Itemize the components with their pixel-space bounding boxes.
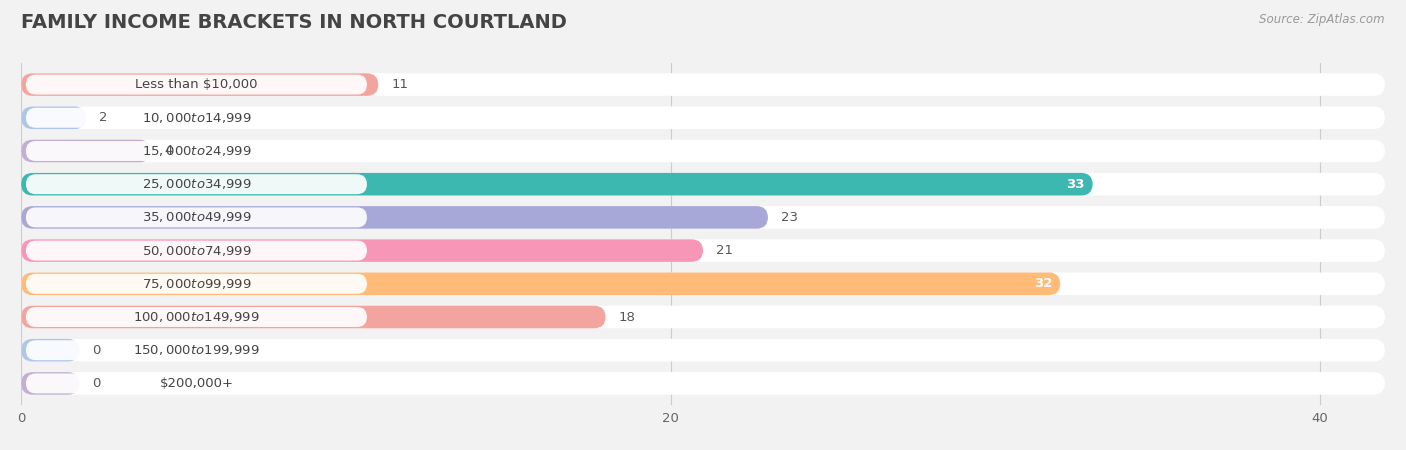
FancyBboxPatch shape [25, 108, 367, 128]
FancyBboxPatch shape [25, 374, 367, 393]
Text: FAMILY INCOME BRACKETS IN NORTH COURTLAND: FAMILY INCOME BRACKETS IN NORTH COURTLAN… [21, 14, 567, 32]
Text: 23: 23 [780, 211, 799, 224]
FancyBboxPatch shape [21, 239, 1385, 262]
FancyBboxPatch shape [25, 207, 367, 227]
Text: 0: 0 [93, 377, 101, 390]
Text: $75,000 to $99,999: $75,000 to $99,999 [142, 277, 252, 291]
Text: 33: 33 [1066, 178, 1084, 191]
Text: 11: 11 [391, 78, 408, 91]
FancyBboxPatch shape [21, 107, 86, 129]
Text: $150,000 to $199,999: $150,000 to $199,999 [134, 343, 260, 357]
Text: 4: 4 [165, 144, 173, 158]
Text: Source: ZipAtlas.com: Source: ZipAtlas.com [1260, 14, 1385, 27]
FancyBboxPatch shape [21, 372, 80, 395]
Text: 21: 21 [716, 244, 733, 257]
FancyBboxPatch shape [21, 273, 1385, 295]
FancyBboxPatch shape [21, 306, 606, 328]
Text: $50,000 to $74,999: $50,000 to $74,999 [142, 243, 252, 257]
FancyBboxPatch shape [21, 73, 1385, 96]
FancyBboxPatch shape [21, 107, 1385, 129]
Text: $15,000 to $24,999: $15,000 to $24,999 [142, 144, 252, 158]
Text: Less than $10,000: Less than $10,000 [135, 78, 257, 91]
Text: $10,000 to $14,999: $10,000 to $14,999 [142, 111, 252, 125]
Text: 32: 32 [1033, 277, 1052, 290]
FancyBboxPatch shape [25, 75, 367, 94]
FancyBboxPatch shape [21, 73, 378, 96]
FancyBboxPatch shape [21, 173, 1092, 195]
FancyBboxPatch shape [25, 174, 367, 194]
FancyBboxPatch shape [25, 274, 367, 294]
FancyBboxPatch shape [25, 307, 367, 327]
FancyBboxPatch shape [21, 206, 768, 229]
Text: 2: 2 [98, 111, 107, 124]
FancyBboxPatch shape [21, 206, 1385, 229]
FancyBboxPatch shape [21, 239, 703, 262]
FancyBboxPatch shape [21, 140, 1385, 162]
FancyBboxPatch shape [25, 141, 367, 161]
Text: $35,000 to $49,999: $35,000 to $49,999 [142, 211, 252, 225]
FancyBboxPatch shape [21, 173, 1385, 195]
FancyBboxPatch shape [25, 241, 367, 261]
Text: $25,000 to $34,999: $25,000 to $34,999 [142, 177, 252, 191]
FancyBboxPatch shape [21, 140, 150, 162]
FancyBboxPatch shape [21, 306, 1385, 328]
Text: $100,000 to $149,999: $100,000 to $149,999 [134, 310, 260, 324]
FancyBboxPatch shape [25, 340, 367, 360]
FancyBboxPatch shape [21, 372, 1385, 395]
Text: 0: 0 [93, 344, 101, 357]
FancyBboxPatch shape [21, 339, 80, 361]
FancyBboxPatch shape [21, 339, 1385, 361]
Text: 18: 18 [619, 310, 636, 324]
FancyBboxPatch shape [21, 273, 1060, 295]
Text: $200,000+: $200,000+ [159, 377, 233, 390]
